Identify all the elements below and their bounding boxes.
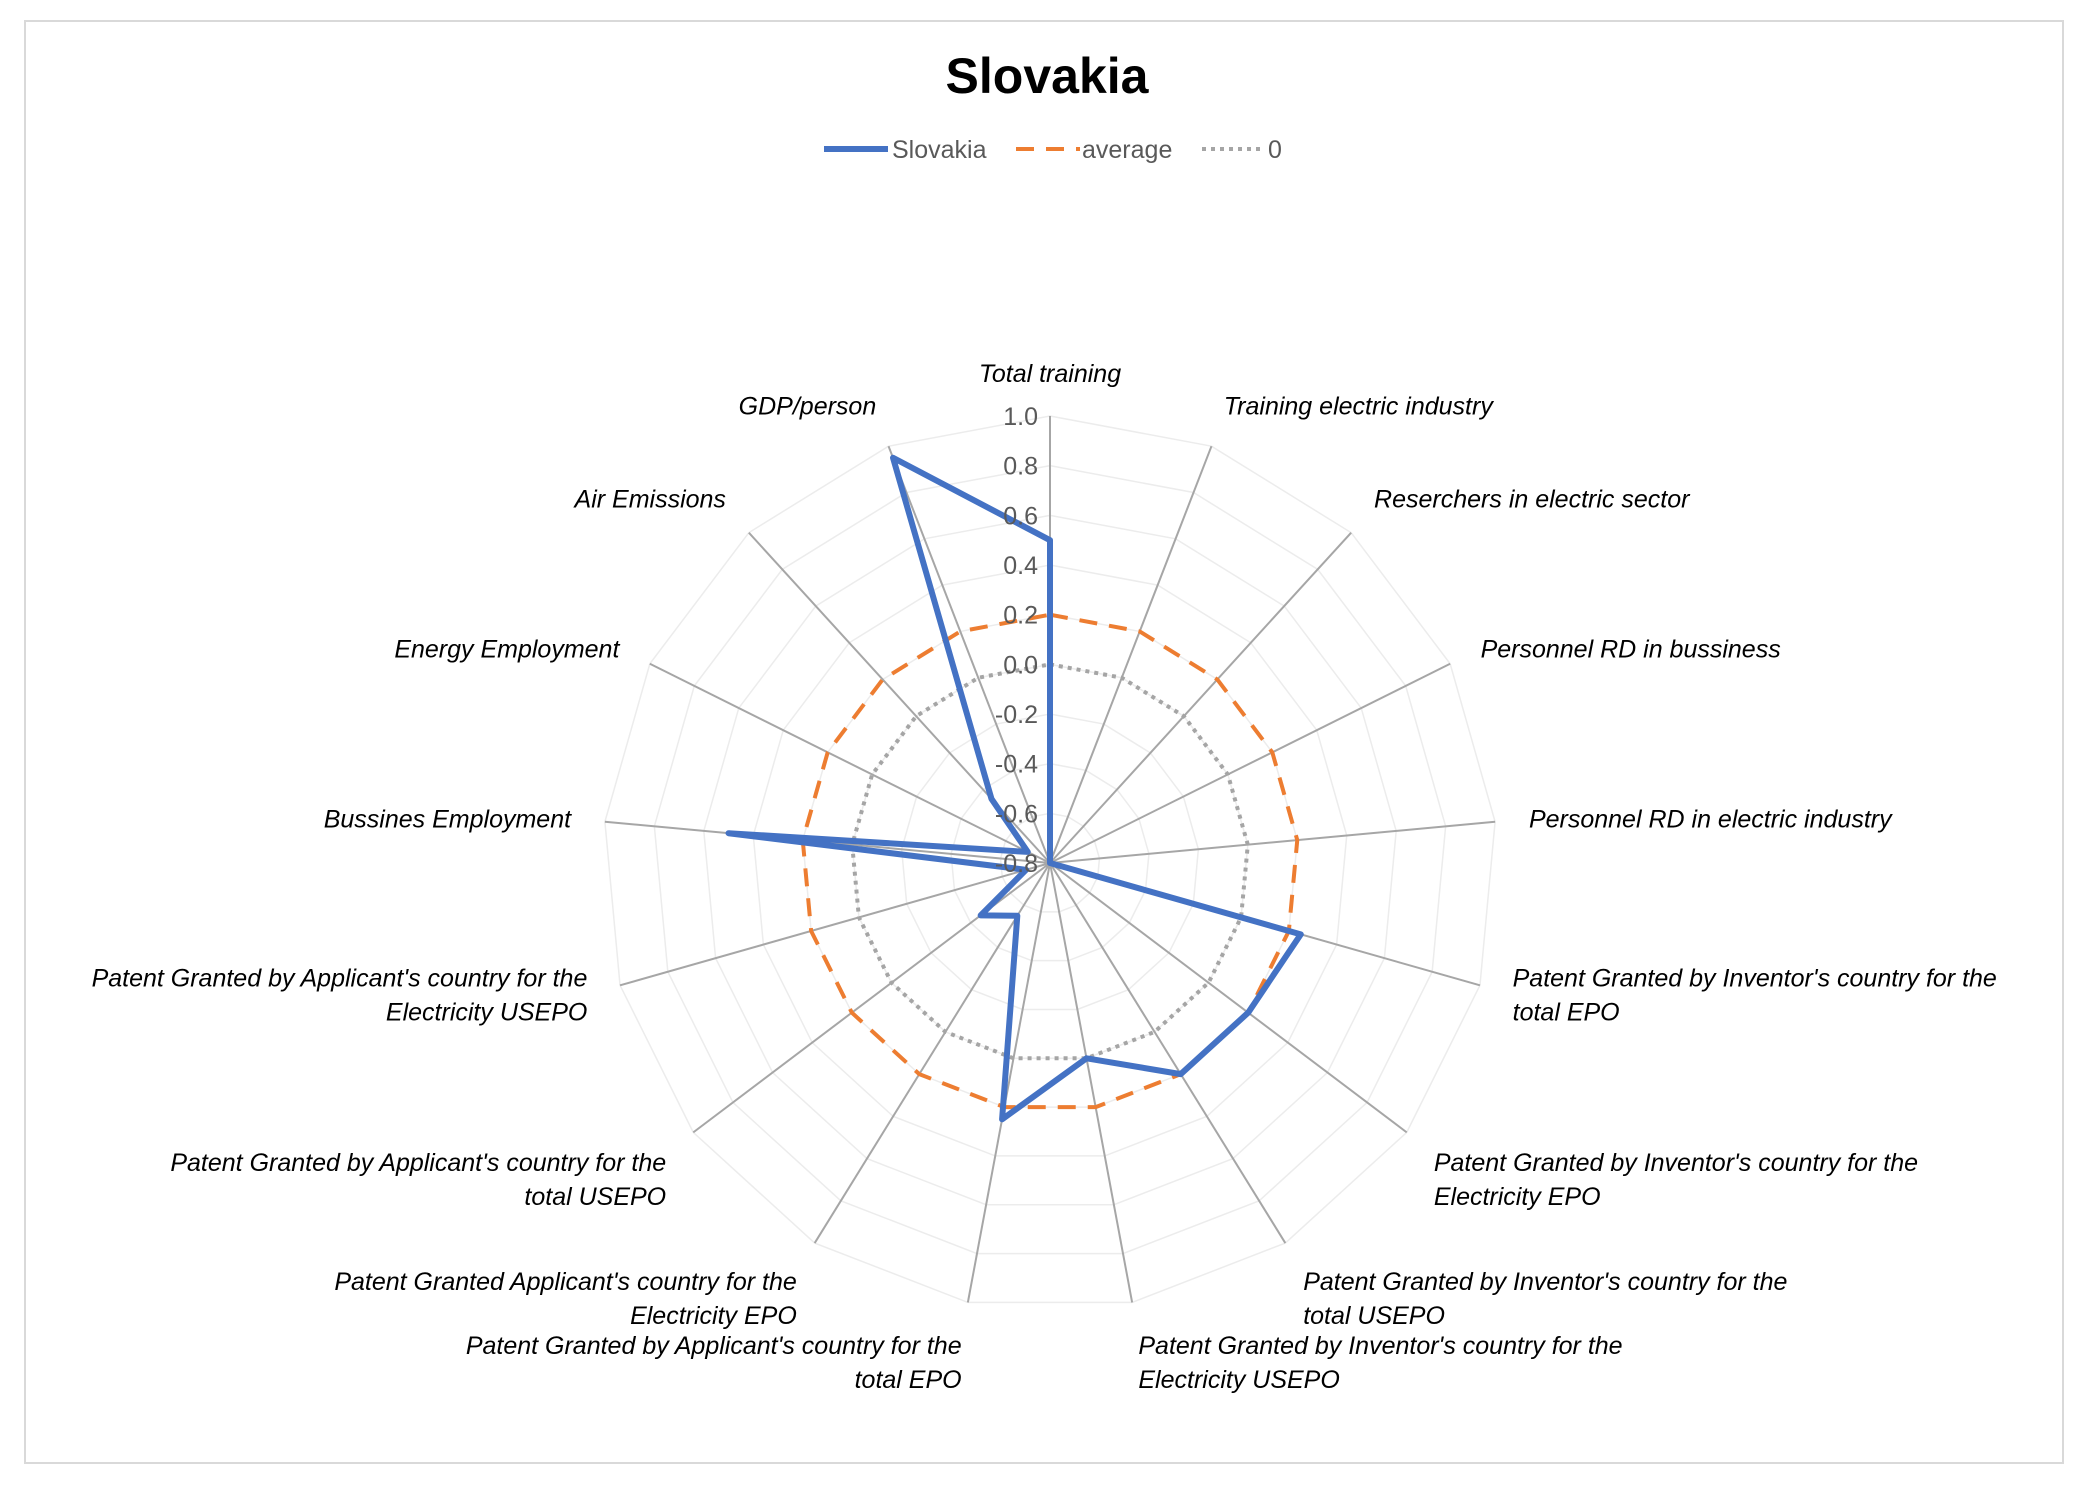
tick-label: 1.0: [1003, 403, 1038, 431]
spoke: [1049, 862, 1287, 1244]
tick-label: 0.2: [1003, 602, 1038, 630]
category-label: Patent Granted Applicant's country for t…: [334, 1268, 796, 1330]
spoke: [1049, 662, 1451, 864]
category-label: Bussines Employment: [324, 806, 572, 834]
series-line-average: [800, 612, 1300, 1110]
category-label: Reserchers in electric sector: [1374, 486, 1691, 514]
gridline-ring: [999, 812, 1101, 913]
spoke: [1049, 531, 1352, 864]
legend-label-slovakia: Slovakia: [892, 136, 987, 164]
tick-label: 0.8: [1003, 453, 1038, 481]
tick-label: 0.4: [1003, 552, 1038, 580]
gridline-ring: [604, 415, 1496, 1304]
gridline-ring: [900, 713, 1200, 1011]
legend: Slovakia average 0: [824, 136, 1282, 164]
spoke: [1049, 862, 1408, 1134]
radar-grid: [604, 415, 1496, 1304]
category-label: Energy Employment: [394, 636, 620, 664]
category-labels: Total training Training electric industry…: [92, 360, 1997, 1394]
gridline-ring: [703, 514, 1397, 1206]
category-label: Patent Granted by Inventor's country for…: [1138, 1332, 1622, 1394]
category-label: Patent Granted by Inventor's country for…: [1303, 1268, 1787, 1330]
gridline-ring: [851, 663, 1249, 1060]
tick-label: -0.4: [995, 751, 1038, 779]
tick-label: 0.0: [1003, 651, 1038, 679]
gridline-ring: [950, 762, 1150, 962]
radial-axis-ticks: 1.0 0.8 0.6 0.4 0.2 0.0 -0.2 -0.4 -0.6 -0.8: [995, 403, 1038, 878]
spoke: [966, 862, 1051, 1303]
legend-label-zero: 0: [1268, 136, 1282, 164]
radar-spokes: [604, 416, 1496, 1303]
category-label: GDP/person: [739, 392, 877, 420]
category-label: Patent Granted by Inventor's country for…: [1513, 965, 1997, 1027]
spoke: [813, 862, 1051, 1244]
spoke: [887, 445, 1051, 864]
category-label: Personnel RD in bussiness: [1481, 636, 1781, 664]
spoke: [649, 662, 1051, 864]
tick-label: -0.8: [995, 850, 1038, 878]
tick-label: 0.6: [1003, 502, 1038, 530]
spoke: [619, 862, 1051, 987]
radar-series: [725, 454, 1304, 1123]
category-label: Patent Granted by Applicant's country fo…: [170, 1149, 666, 1211]
series-line-slovakia: [725, 454, 1304, 1123]
category-label: Patent Granted by Applicant's country fo…: [466, 1332, 962, 1394]
spoke: [1049, 820, 1496, 864]
category-label: Personnel RD in electric industry: [1529, 806, 1893, 834]
category-label: Total training: [979, 360, 1121, 388]
spoke: [1049, 862, 1134, 1303]
chart-title: Slovakia: [946, 48, 1150, 104]
chart-frame: [24, 20, 2064, 1464]
spoke: [1049, 445, 1213, 864]
gridline-ring: [653, 464, 1447, 1255]
gridline-ring: [752, 564, 1348, 1157]
category-label: Air Emissions: [573, 486, 726, 514]
tick-label: -0.6: [995, 800, 1038, 828]
tick-label: -0.2: [995, 701, 1038, 729]
legend-label-average: average: [1082, 136, 1172, 164]
category-label: Patent Granted by Inventor's country for…: [1434, 1149, 1918, 1211]
category-label: Patent Granted by Applicant's country fo…: [92, 965, 588, 1027]
category-label: Training electric industry: [1224, 392, 1495, 420]
